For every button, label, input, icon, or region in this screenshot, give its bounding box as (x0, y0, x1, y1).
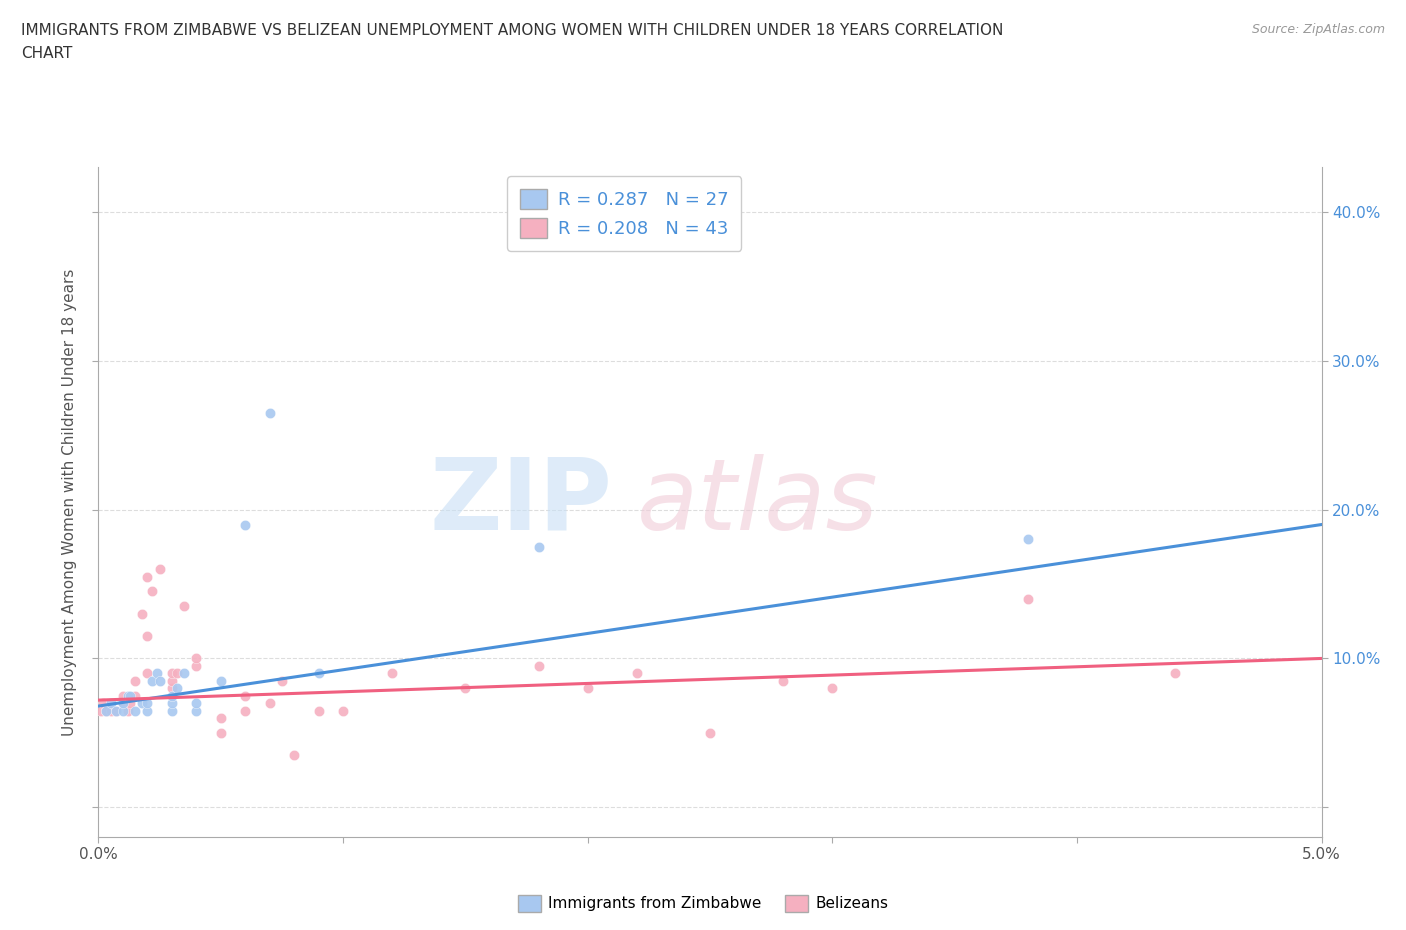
Point (259, 696, 281, 711)
Point (90, 703, 112, 718)
Point (124, 703, 146, 718)
Point (120, 688, 142, 703)
Point (160, 696, 183, 711)
Point (186, 658, 208, 673)
Point (283, 748, 305, 763)
Point (527, 539, 550, 554)
Point (166, 666, 188, 681)
Point (381, 666, 404, 681)
Point (527, 658, 550, 673)
Point (1017, 532, 1039, 547)
Text: CHART: CHART (21, 46, 73, 61)
Point (131, 606, 153, 621)
Point (120, 696, 142, 711)
Y-axis label: Unemployment Among Women with Children Under 18 years: Unemployment Among Women with Children U… (62, 269, 77, 736)
Point (626, 666, 648, 681)
Point (124, 673, 146, 688)
Point (160, 681, 183, 696)
Point (233, 688, 256, 703)
Point (111, 703, 134, 718)
Text: IMMIGRANTS FROM ZIMBABWE VS BELIZEAN UNEMPLOYMENT AMONG WOMEN WITH CHILDREN UNDE: IMMIGRANTS FROM ZIMBABWE VS BELIZEAN UNE… (21, 23, 1004, 38)
Point (149, 673, 172, 688)
Point (1164, 666, 1187, 681)
Point (136, 569, 159, 584)
Point (186, 703, 208, 718)
Point (209, 673, 232, 688)
Text: atlas: atlas (637, 454, 879, 551)
Point (136, 696, 159, 711)
Point (91, 696, 114, 711)
Point (136, 703, 159, 718)
Point (146, 666, 169, 681)
Point (141, 673, 163, 688)
Point (111, 688, 134, 703)
Legend: R = 0.287   N = 27, R = 0.208   N = 43: R = 0.287 N = 27, R = 0.208 N = 43 (508, 177, 741, 250)
Point (124, 688, 146, 703)
Point (332, 703, 354, 718)
Point (166, 681, 188, 696)
Point (699, 725, 721, 740)
Point (160, 666, 183, 681)
Point (576, 681, 599, 696)
Point (136, 629, 159, 644)
Point (94, 703, 117, 718)
Point (100, 696, 122, 711)
Point (259, 405, 281, 420)
Point (117, 703, 139, 718)
Point (136, 666, 159, 681)
Point (104, 703, 127, 718)
Point (141, 584, 163, 599)
Point (131, 696, 153, 711)
Point (308, 666, 330, 681)
Point (104, 703, 127, 718)
Point (173, 666, 195, 681)
Point (186, 696, 208, 711)
Point (209, 711, 232, 725)
Point (149, 562, 172, 577)
Point (186, 651, 208, 666)
Point (94, 703, 117, 718)
Legend: Immigrants from Zimbabwe, Belizeans: Immigrants from Zimbabwe, Belizeans (512, 889, 894, 918)
Point (117, 688, 139, 703)
Point (173, 599, 195, 614)
Point (209, 725, 232, 740)
Point (111, 696, 134, 711)
Point (160, 703, 183, 718)
Point (454, 681, 477, 696)
Point (270, 673, 292, 688)
Point (821, 681, 844, 696)
Point (100, 703, 122, 718)
Text: Source: ZipAtlas.com: Source: ZipAtlas.com (1251, 23, 1385, 36)
Point (233, 703, 256, 718)
Point (160, 688, 183, 703)
Point (1017, 591, 1039, 606)
Point (111, 696, 134, 711)
Point (772, 673, 794, 688)
Point (160, 673, 183, 688)
Point (233, 517, 256, 532)
Point (308, 703, 330, 718)
Text: ZIP: ZIP (429, 454, 612, 551)
